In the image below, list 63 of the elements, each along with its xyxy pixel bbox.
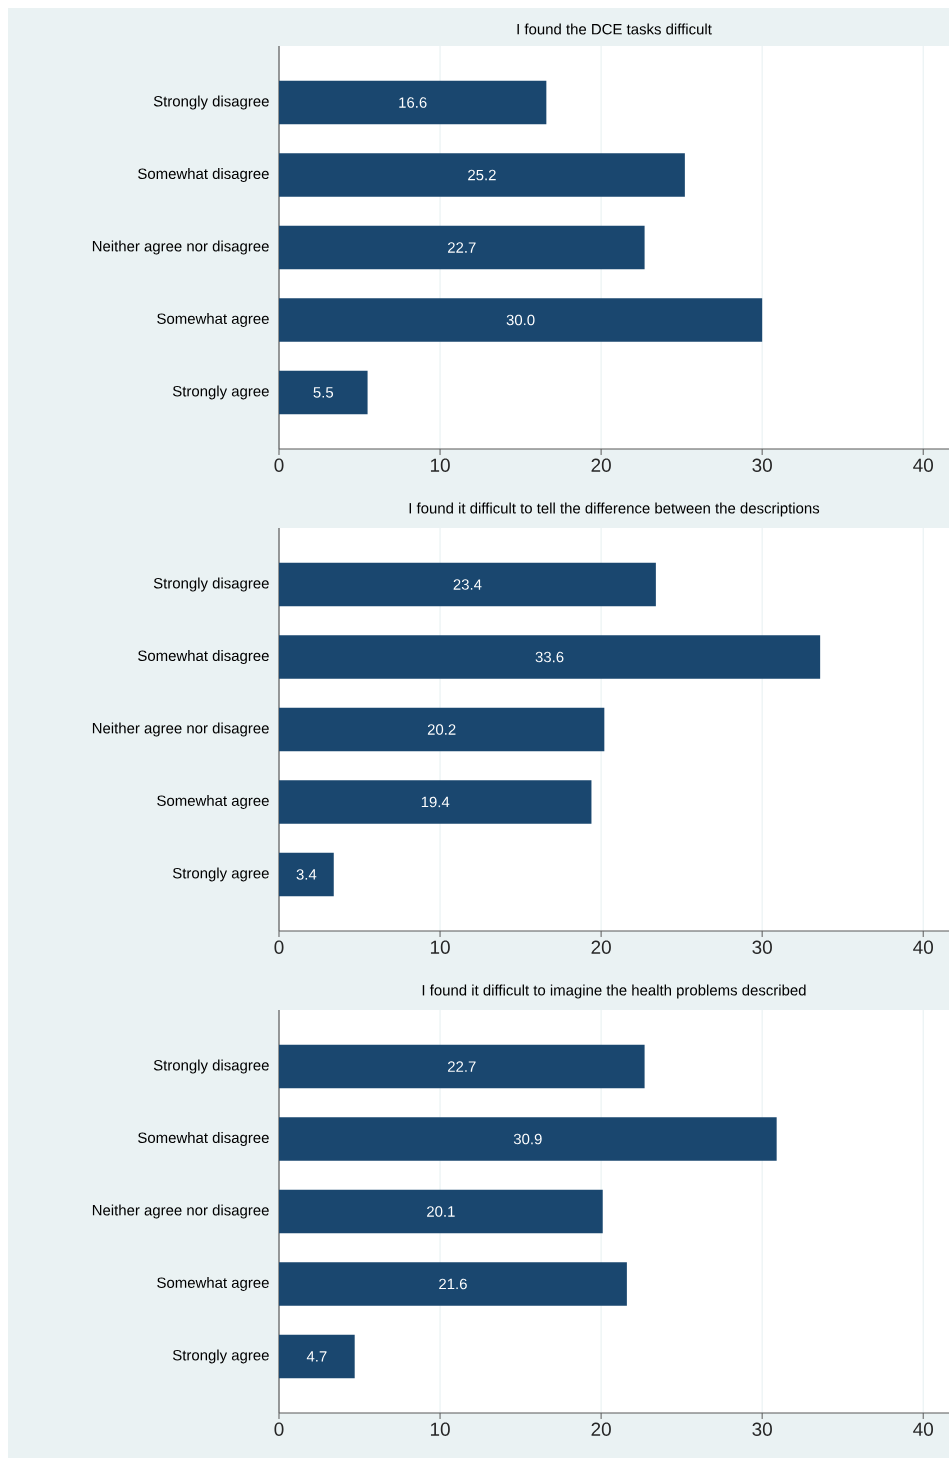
x-tick-label: 20 xyxy=(591,458,612,472)
chart-title: I found the DCE tasks difficult xyxy=(517,23,712,35)
bar xyxy=(279,225,645,270)
y-tick-label: Somewhat agree xyxy=(157,1277,269,1291)
data-label: 30.0 xyxy=(506,314,535,326)
y-tick-label: Strongly agree xyxy=(173,867,269,882)
y-tick-label: Strongly disagree xyxy=(154,577,269,592)
y-tick-label: Somewhat disagree xyxy=(138,650,269,664)
chart-title: I found it difficult to tell the difference between the descriptions xyxy=(409,502,820,517)
bar xyxy=(279,298,763,342)
x-tick-label: 40 xyxy=(913,940,934,954)
y-tick-label: Somewhat agree xyxy=(157,313,269,327)
data-label: 20.1 xyxy=(427,1206,455,1217)
bar xyxy=(279,635,821,679)
data-label: 20.2 xyxy=(428,724,456,735)
bar xyxy=(279,153,686,197)
x-tick-label: 30 xyxy=(752,1422,773,1436)
data-label: 33.6 xyxy=(535,651,564,663)
chart-title: I found it difficult to imagine the health problems described xyxy=(422,984,806,999)
y-tick-label: Strongly agree xyxy=(173,385,269,400)
bar xyxy=(279,1262,628,1306)
x-tick-label: 0 xyxy=(274,1422,284,1436)
bar xyxy=(279,707,605,752)
y-tick-label: Somewhat disagree xyxy=(138,1132,269,1146)
bar xyxy=(279,780,592,824)
x-tick-label: 20 xyxy=(591,1422,612,1436)
data-label: 22.7 xyxy=(448,1061,476,1072)
y-tick-label: Somewhat disagree xyxy=(138,168,269,182)
data-label: 16.6 xyxy=(399,97,427,108)
y-tick-label: Strongly agree xyxy=(173,1349,269,1364)
y-tick-label: Neither agree nor disagree xyxy=(93,722,269,737)
data-label: 25.2 xyxy=(468,169,496,181)
y-tick-label: Neither agree nor disagree xyxy=(93,1204,269,1219)
bar xyxy=(279,1044,645,1089)
data-label: 23.4 xyxy=(453,579,482,590)
x-tick-label: 10 xyxy=(431,458,451,472)
bar xyxy=(279,852,334,897)
bar xyxy=(279,562,657,607)
x-tick-label: 40 xyxy=(913,458,934,472)
bar xyxy=(279,80,547,125)
bar xyxy=(279,1189,603,1234)
data-label: 5.5 xyxy=(313,387,334,398)
y-tick-label: Somewhat agree xyxy=(157,795,269,809)
data-label: 22.7 xyxy=(448,242,476,253)
x-tick-label: 10 xyxy=(431,940,451,954)
data-label: 30.9 xyxy=(514,1133,542,1145)
y-tick-label: Strongly disagree xyxy=(154,1059,269,1074)
y-tick-label: Strongly disagree xyxy=(154,95,269,110)
bar xyxy=(279,370,368,415)
data-label: 19.4 xyxy=(422,796,450,808)
y-tick-label: Neither agree nor disagree xyxy=(93,240,269,255)
data-label: 21.6 xyxy=(439,1278,468,1290)
x-tick-label: 30 xyxy=(752,940,773,954)
bar xyxy=(279,1117,777,1161)
x-tick-label: 0 xyxy=(274,940,284,954)
data-label: 4.7 xyxy=(307,1351,327,1362)
x-tick-label: 20 xyxy=(591,940,612,954)
x-tick-label: 30 xyxy=(752,458,773,472)
x-tick-label: 10 xyxy=(431,1422,451,1436)
x-tick-label: 0 xyxy=(274,458,284,472)
x-tick-label: 40 xyxy=(913,1422,934,1436)
bar xyxy=(279,1334,355,1379)
data-label: 3.4 xyxy=(296,869,317,880)
